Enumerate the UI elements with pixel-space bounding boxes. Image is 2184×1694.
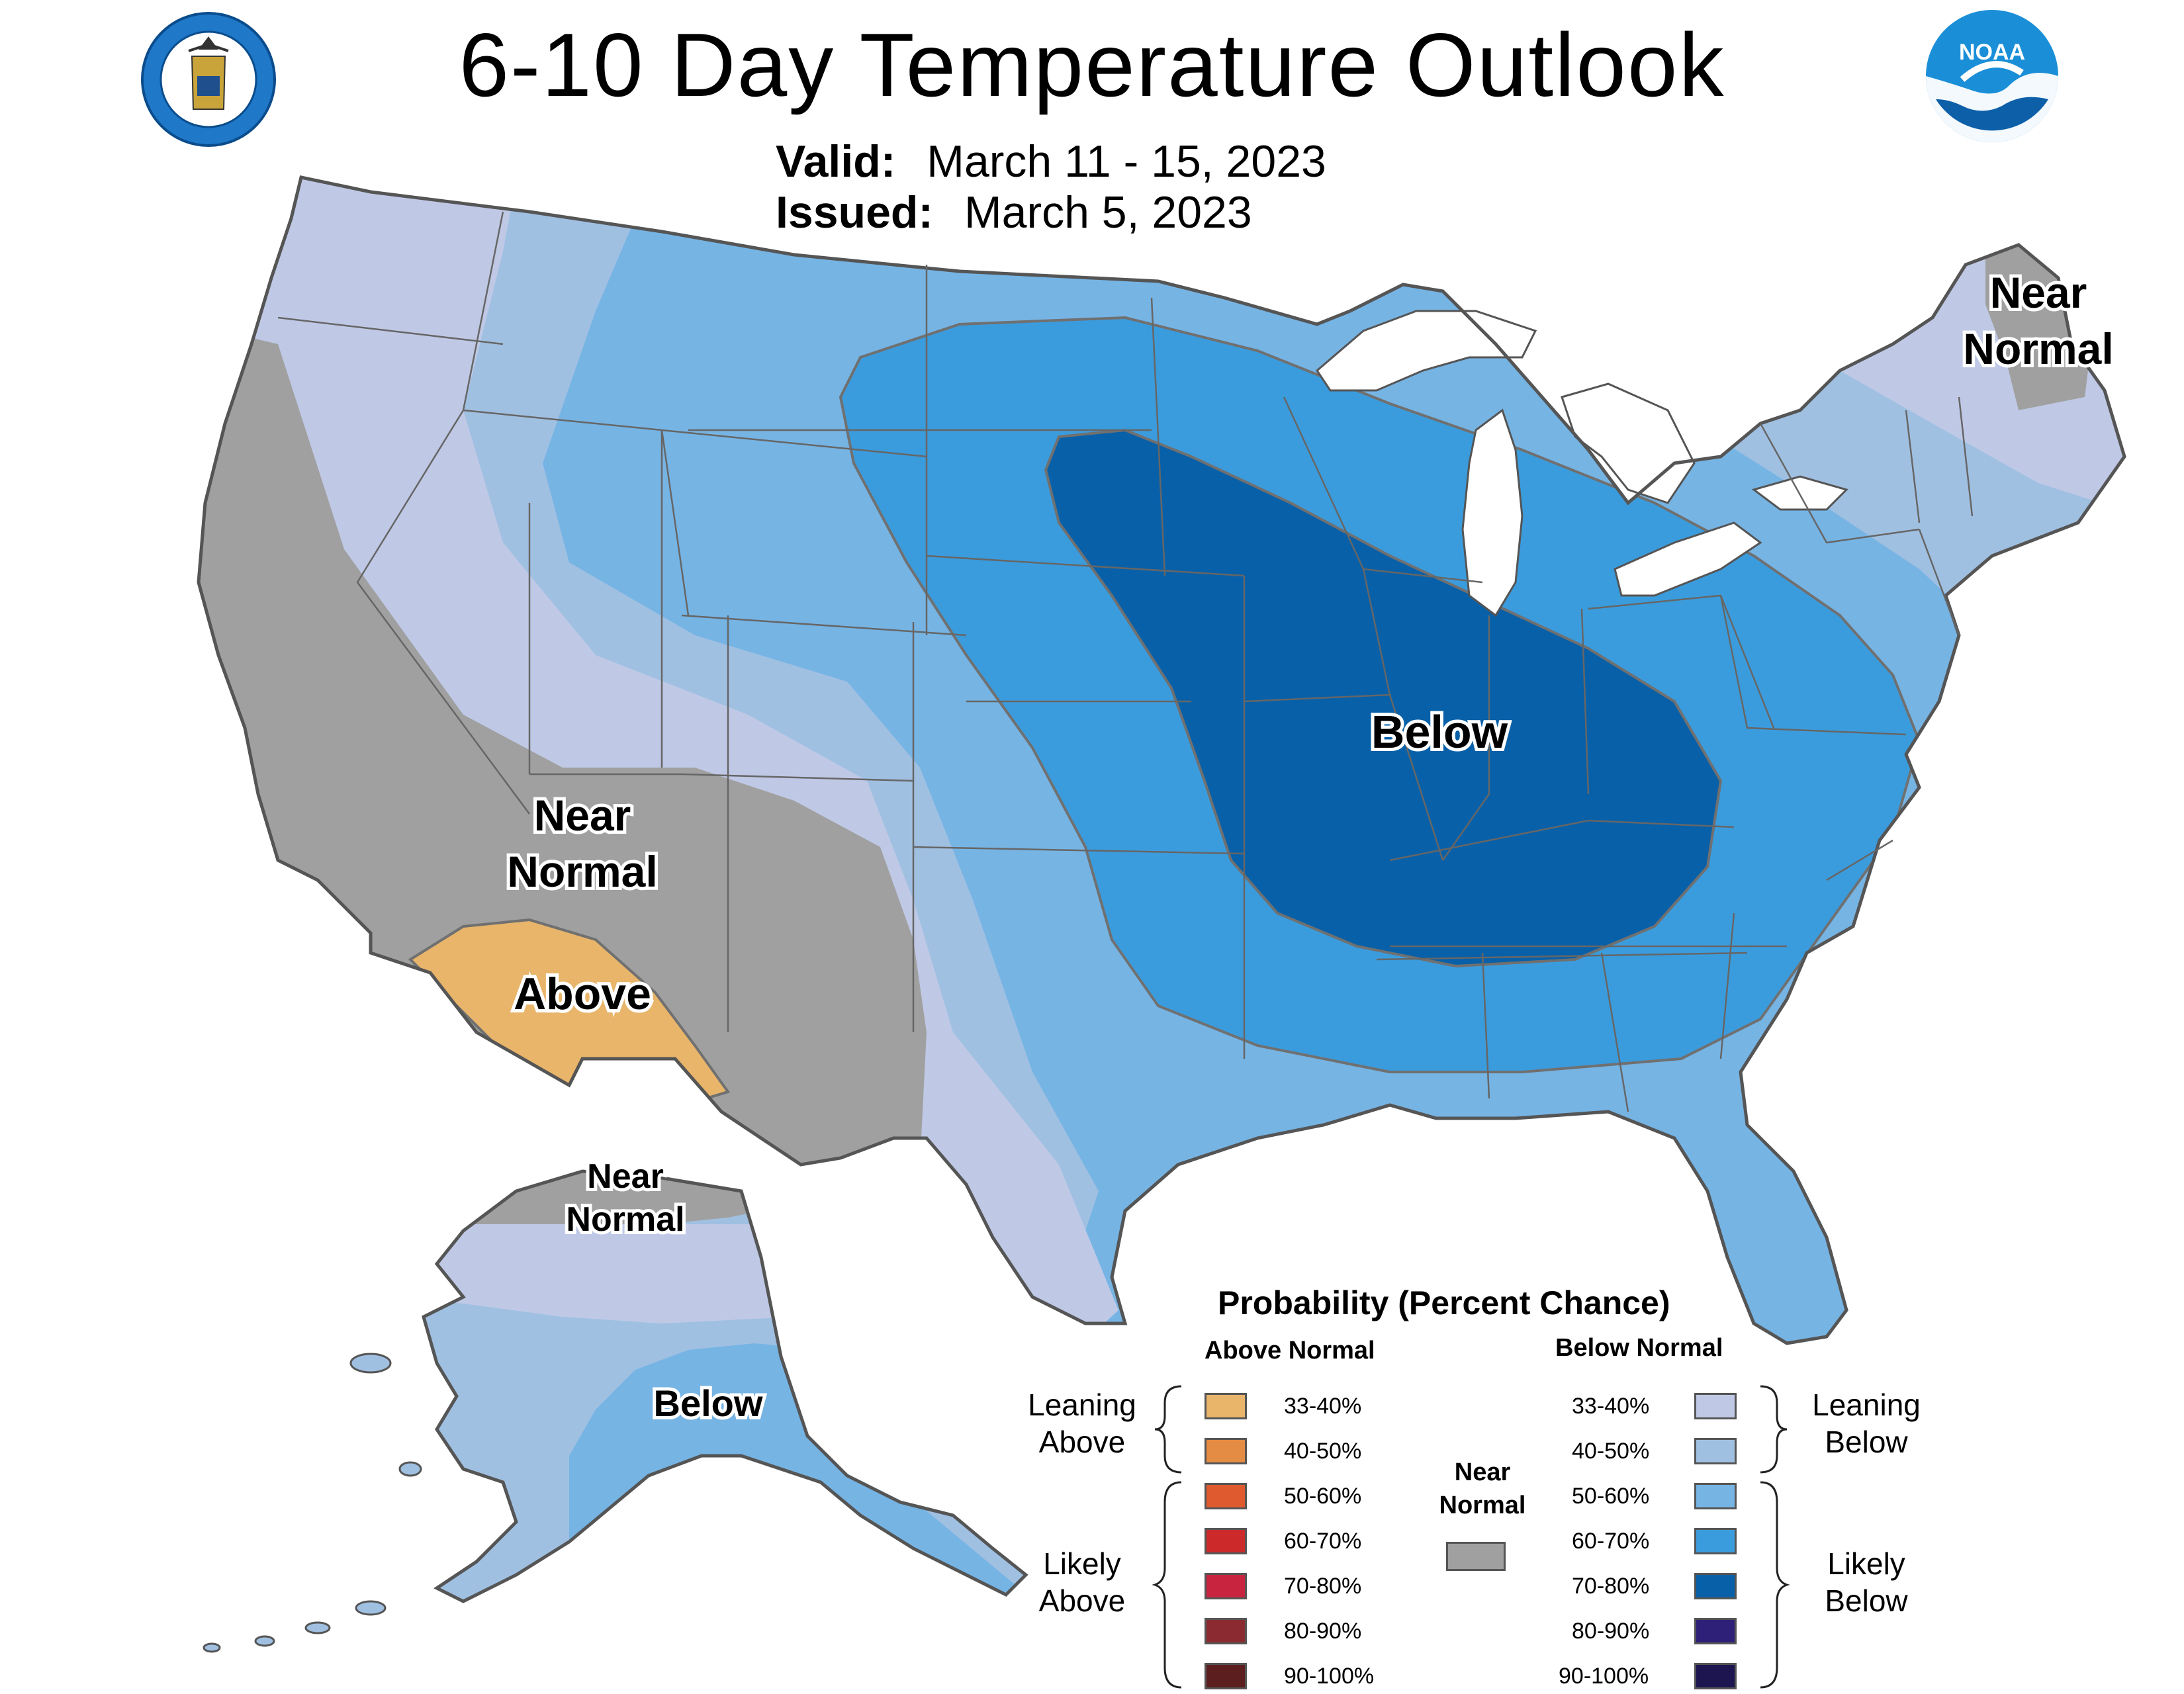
legend-leaning-below: Leaning Below — [1797, 1386, 1936, 1460]
pct-below-40-50: 40-50% — [1572, 1439, 1650, 1464]
pct-below-90-100: 90-100% — [1559, 1664, 1649, 1689]
swatch-above-50-60 — [1205, 1483, 1247, 1509]
issued-date: March 5, 2023 — [964, 187, 1252, 238]
pct-above-33-40: 33-40% — [1284, 1394, 1362, 1419]
issued-label: Issued: — [776, 187, 934, 238]
legend-near-normal-line1: Near — [1454, 1458, 1511, 1486]
legend-leaning-below-line1: Leaning — [1812, 1388, 1921, 1422]
swatch-above-90-100 — [1205, 1663, 1247, 1689]
pct-above-40-50: 40-50% — [1284, 1439, 1362, 1464]
swatch-above-33-40 — [1205, 1393, 1247, 1419]
pct-below-60-70: 60-70% — [1572, 1529, 1650, 1554]
pct-below-33-40: 33-40% — [1572, 1394, 1650, 1419]
alaska-outline — [422, 1169, 1028, 1603]
pct-below-70-80: 70-80% — [1572, 1574, 1650, 1599]
legend-leaning-above: Leaning Above — [1013, 1386, 1152, 1460]
label-above-southwest: Above — [514, 969, 651, 1019]
issued-row: Issued: March 5, 2023 — [776, 187, 1252, 238]
great-lakes — [1316, 310, 1848, 617]
label-near-normal-maine-line2: Normal — [1963, 324, 2113, 373]
pct-above-50-60: 50-60% — [1284, 1484, 1362, 1509]
valid-label: Valid: — [776, 136, 896, 187]
label-near-normal-maine-line1: Near — [1990, 268, 2087, 317]
pct-above-70-80: 70-80% — [1284, 1574, 1362, 1599]
swatch-below-60-70 — [1694, 1528, 1737, 1554]
swatch-below-80-90 — [1694, 1618, 1737, 1644]
label-below-alaska: Below — [654, 1382, 763, 1424]
pct-below-80-90: 80-90% — [1572, 1619, 1650, 1644]
legend-above-header: Above Normal — [1205, 1337, 1375, 1364]
label-near-normal-west-line1: Near — [534, 791, 631, 840]
swatch-below-40-50 — [1694, 1438, 1737, 1464]
legend-likely-above: Likely Above — [1013, 1545, 1152, 1619]
swatch-above-70-80 — [1205, 1573, 1247, 1599]
page-title: 6-10 Day Temperature Outlook — [459, 15, 1725, 115]
legend-below-braces — [1760, 1385, 1790, 1689]
commerce-seal-icon — [141, 12, 276, 147]
swatch-below-50-60 — [1694, 1483, 1737, 1509]
swatch-below-90-100 — [1694, 1663, 1737, 1689]
pct-above-90-100: 90-100% — [1284, 1664, 1375, 1689]
swatch-above-60-70 — [1205, 1528, 1247, 1554]
label-below-conus: Below — [1371, 706, 1508, 758]
label-near-normal-alaska-line1: Near — [587, 1157, 664, 1196]
swatch-above-40-50 — [1205, 1438, 1247, 1464]
legend-title: Probability (Percent Chance) — [1218, 1284, 1670, 1321]
legend-likely-below: Likely Below — [1797, 1545, 1936, 1619]
swatch-below-70-80 — [1694, 1573, 1737, 1599]
swatch-above-80-90 — [1205, 1618, 1247, 1644]
legend-near-normal-line2: Normal — [1439, 1492, 1526, 1519]
valid-row: Valid: March 11 - 15, 2023 — [776, 136, 1326, 187]
zone-below-70-80 — [1044, 428, 1723, 968]
swatch-below-33-40 — [1694, 1393, 1737, 1419]
swatch-near-normal — [1446, 1542, 1506, 1571]
legend-likely-below-line1: Likely — [1827, 1546, 1905, 1581]
legend-near-normal-label: Near Normal — [1423, 1456, 1542, 1522]
conus-outline — [197, 175, 2126, 1345]
state-borders — [277, 211, 1974, 1112]
pct-above-80-90: 80-90% — [1284, 1619, 1362, 1644]
valid-dates: March 11 - 15, 2023 — [927, 136, 1326, 187]
legend-above-braces — [1152, 1385, 1182, 1689]
noaa-logo-icon: NOAA — [1926, 10, 2058, 142]
legend-leaning-below-line2: Below — [1825, 1425, 1908, 1459]
legend-leaning-above-line2: Above — [1038, 1425, 1126, 1459]
aleutian-islands — [203, 1353, 422, 1653]
legend-leaning-above-line1: Leaning — [1028, 1388, 1136, 1422]
legend-likely-above-line1: Likely — [1043, 1546, 1121, 1581]
legend-likely-below-line2: Below — [1825, 1583, 1908, 1618]
label-near-normal-west-line2: Normal — [507, 847, 657, 896]
noaa-logo-text: NOAA — [1959, 40, 2025, 65]
pct-above-60-70: 60-70% — [1284, 1529, 1362, 1554]
pct-below-50-60: 50-60% — [1572, 1484, 1650, 1509]
label-near-normal-alaska-line2: Normal — [566, 1200, 684, 1239]
legend-below-header: Below Normal — [1555, 1334, 1723, 1362]
legend-likely-above-line2: Above — [1038, 1583, 1126, 1618]
